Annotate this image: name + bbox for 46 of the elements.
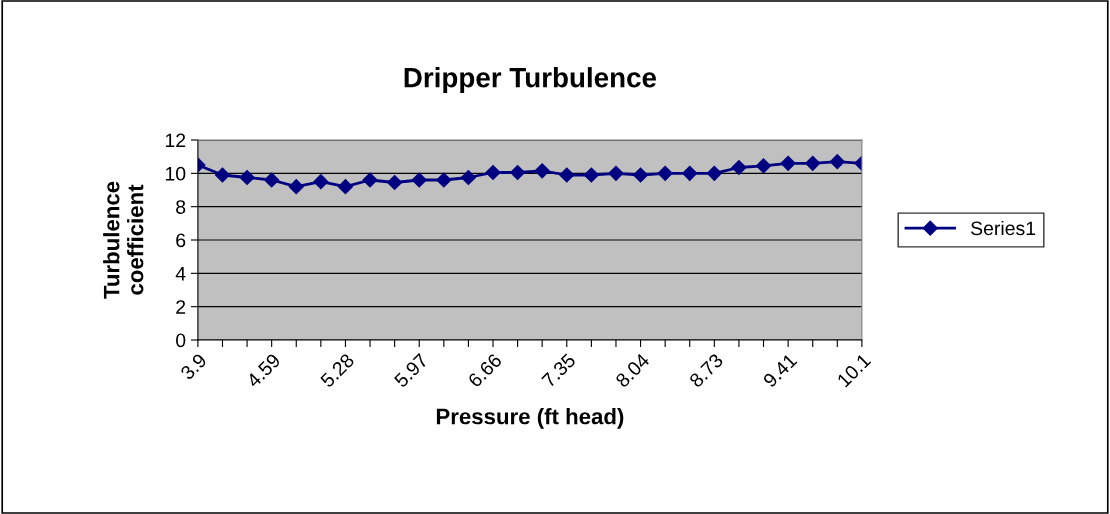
y-tick-label: 2 bbox=[176, 300, 186, 314]
point bbox=[755, 158, 772, 174]
point bbox=[485, 164, 501, 181]
point bbox=[288, 179, 304, 195]
legend-label: Series1 bbox=[971, 220, 1036, 236]
point bbox=[706, 165, 722, 181]
chart-title: Dripper Turbulence bbox=[404, 67, 657, 93]
point bbox=[583, 167, 599, 183]
x-tick-label: 8.73 bbox=[688, 352, 724, 389]
point bbox=[731, 159, 747, 176]
point bbox=[780, 155, 796, 171]
point bbox=[362, 172, 378, 188]
point bbox=[214, 167, 231, 183]
y-tick-label: 4 bbox=[175, 267, 186, 281]
point bbox=[829, 154, 845, 170]
point bbox=[805, 155, 821, 171]
x-tick-label: 7.35 bbox=[541, 352, 577, 388]
point bbox=[682, 165, 698, 181]
x-tick-label: 5.28 bbox=[319, 352, 355, 389]
point bbox=[534, 163, 550, 179]
x-tick-label: 9.41 bbox=[762, 352, 798, 389]
point bbox=[657, 165, 673, 181]
y-axis-title: Turbulence coefficient bbox=[103, 181, 144, 299]
y-tick-label: 10 bbox=[165, 166, 186, 181]
x-axis-title: Pressure (ft head) bbox=[436, 408, 624, 429]
point bbox=[337, 179, 354, 195]
x-tick-label: 3.9 bbox=[179, 352, 208, 381]
point bbox=[460, 169, 476, 186]
point bbox=[387, 174, 403, 191]
x-tick-label: 8.04 bbox=[614, 352, 651, 389]
point bbox=[239, 169, 255, 186]
y-tick-label: 12 bbox=[165, 133, 186, 148]
point bbox=[264, 172, 280, 188]
point bbox=[313, 174, 329, 190]
point bbox=[411, 172, 427, 188]
x-tick-label: 6.66 bbox=[467, 352, 503, 388]
y-tick-label: 0 bbox=[176, 333, 186, 348]
point bbox=[436, 172, 452, 188]
x-tick-label: 4.59 bbox=[245, 352, 282, 389]
x-tick-label: 10.1 bbox=[836, 352, 872, 388]
point bbox=[608, 165, 624, 181]
point bbox=[559, 167, 575, 183]
point bbox=[632, 167, 649, 183]
point bbox=[510, 164, 526, 181]
y-tick-label: 8 bbox=[176, 200, 186, 214]
y-tick-label: 6 bbox=[176, 233, 186, 248]
